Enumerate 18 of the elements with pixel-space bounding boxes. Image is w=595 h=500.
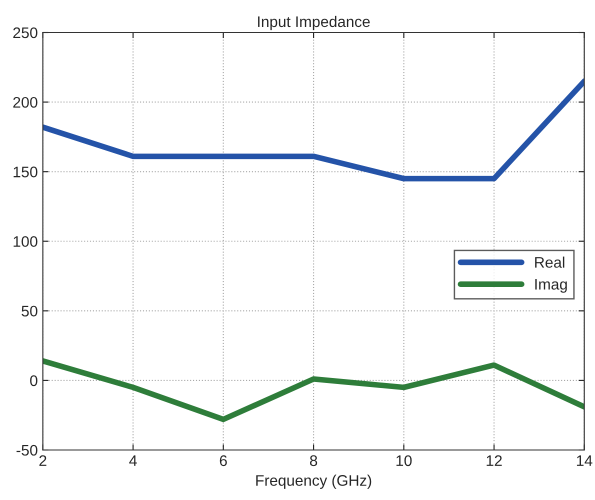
y-tick-label: 200 — [13, 96, 38, 108]
x-tick-label: 10 — [396, 455, 412, 466]
x-tick-label: 2 — [39, 455, 46, 466]
x-tick-label: 4 — [129, 455, 137, 466]
x-tick-label: 8 — [310, 455, 318, 466]
x-tick-label: 12 — [486, 455, 502, 466]
x-tick-label: 6 — [220, 455, 227, 466]
y-tick-label: -50 — [16, 444, 38, 456]
y-tick-label: 100 — [14, 236, 38, 247]
legend-label: Real — [535, 256, 564, 268]
y-tick-label: 50 — [22, 306, 38, 317]
y-tick-label: 250 — [13, 27, 38, 38]
x-tick-label: 14 — [576, 455, 592, 466]
legend-label: Imag — [535, 279, 567, 293]
x-axis-title: Frequency (GHz) — [256, 474, 372, 489]
chart-title: Input Impedance — [258, 16, 370, 30]
y-tick-label: 150 — [14, 166, 38, 178]
y-tick-label: 0 — [30, 375, 38, 386]
